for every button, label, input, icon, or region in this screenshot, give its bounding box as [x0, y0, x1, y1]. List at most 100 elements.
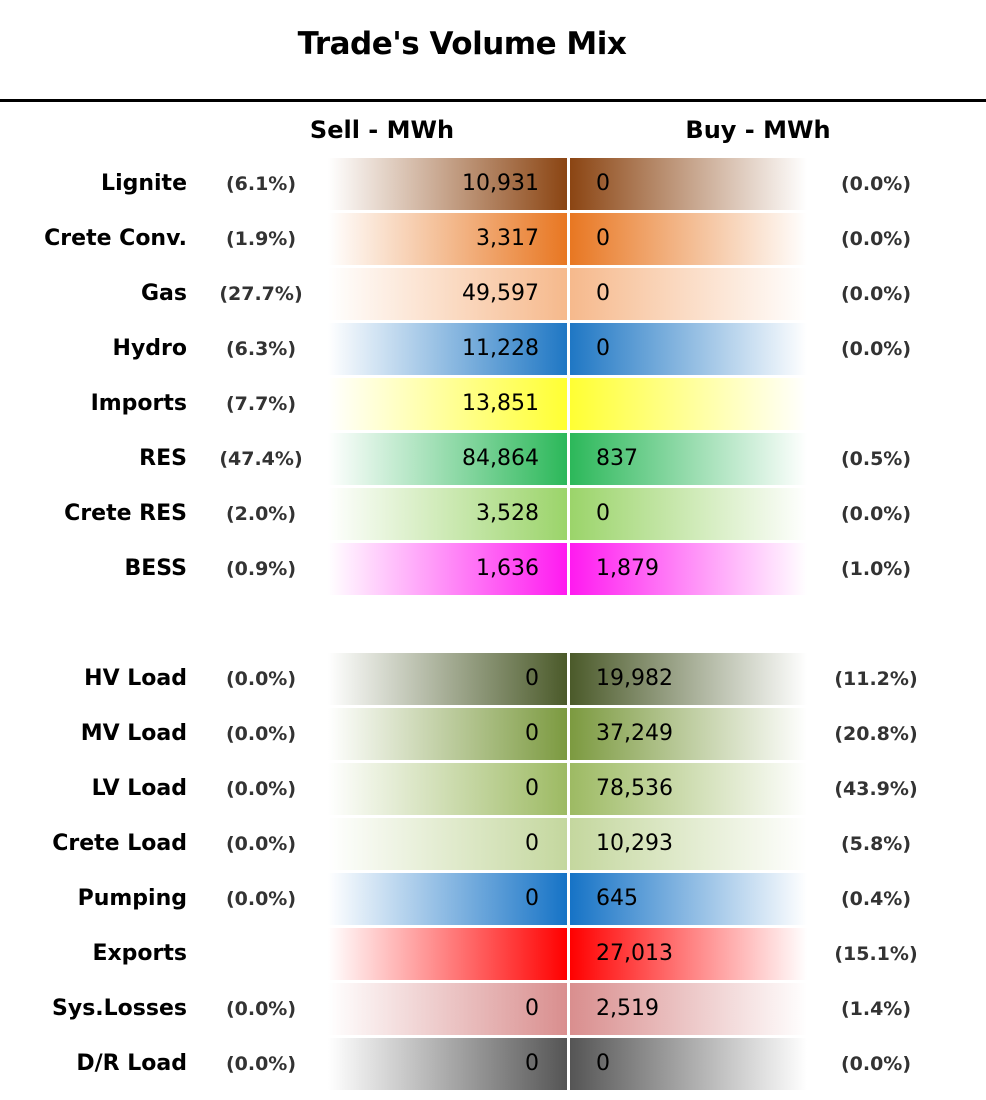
sell-value-hydro: 11,228 — [462, 336, 539, 361]
sell-value-d-r-load: 0 — [525, 1051, 539, 1076]
table-row-sys-losses: Sys.Losses (0.0%) 0 2,519 (1.4%) — [0, 983, 986, 1035]
buy-bar-pumping — [570, 873, 807, 925]
row-label-hydro: Hydro — [112, 336, 187, 361]
sell-bar-lv-load — [328, 763, 567, 815]
buy-bar-sys-losses — [570, 983, 807, 1035]
table-row-res: RES (47.4%) 84,864 837 (0.5%) — [0, 433, 986, 485]
sell-value-crete-conv: 3,317 — [476, 226, 539, 251]
row-label-imports: Imports — [90, 391, 187, 416]
buy-bar-crete-conv — [570, 213, 807, 265]
buy-percent-gas: (0.0%) — [840, 283, 912, 305]
sell-percent-sys-losses: (0.0%) — [225, 998, 297, 1020]
buy-bar-mv-load — [570, 708, 807, 760]
sell-percent-crete-res: (2.0%) — [225, 503, 297, 525]
table-row-crete-load: Crete Load (0.0%) 0 10,293 (5.8%) — [0, 818, 986, 870]
row-label-crete-load: Crete Load — [52, 831, 187, 856]
sell-percent-gas: (27.7%) — [219, 283, 303, 305]
sell-bar-exports — [328, 928, 567, 980]
buy-bar-crete-res — [570, 488, 807, 540]
buy-value-crete-res: 0 — [596, 501, 610, 526]
buy-percent-crete-load: (5.8%) — [840, 833, 912, 855]
sell-bar-sys-losses — [328, 983, 567, 1035]
buy-value-crete-conv: 0 — [596, 226, 610, 251]
row-label-crete-res: Crete RES — [64, 501, 187, 526]
sell-percent-mv-load: (0.0%) — [225, 723, 297, 745]
buy-value-lignite: 0 — [596, 171, 610, 196]
buy-value-res: 837 — [596, 446, 638, 471]
buy-column-header: Buy - MWh — [685, 116, 831, 144]
buy-percent-lv-load: (43.9%) — [834, 778, 918, 800]
sell-value-crete-res: 3,528 — [476, 501, 539, 526]
table-row-hydro: Hydro (6.3%) 11,228 0 (0.0%) — [0, 323, 986, 375]
sell-bar-hydro — [328, 323, 567, 375]
row-label-exports: Exports — [92, 941, 187, 966]
row-label-d-r-load: D/R Load — [76, 1051, 187, 1076]
row-label-crete-conv: Crete Conv. — [44, 226, 187, 251]
buy-value-d-r-load: 0 — [596, 1051, 610, 1076]
buy-bar-exports — [570, 928, 807, 980]
sell-percent-res: (47.4%) — [219, 448, 303, 470]
sell-bar-mv-load — [328, 708, 567, 760]
sell-bar-crete-conv — [328, 213, 567, 265]
row-label-mv-load: MV Load — [80, 721, 187, 746]
table-row-imports: Imports (7.7%) 13,851 — [0, 378, 986, 430]
buy-percent-res: (0.5%) — [840, 448, 912, 470]
buy-percent-hv-load: (11.2%) — [834, 668, 918, 690]
row-label-pumping: Pumping — [77, 886, 187, 911]
table-row-lignite: Lignite (6.1%) 10,931 0 (0.0%) — [0, 158, 986, 210]
sell-percent-crete-conv: (1.9%) — [225, 228, 297, 250]
buy-value-mv-load: 37,249 — [596, 721, 673, 746]
buy-bar-hv-load — [570, 653, 807, 705]
sell-percent-lv-load: (0.0%) — [225, 778, 297, 800]
row-label-bess: BESS — [124, 556, 188, 581]
sell-bar-crete-res — [328, 488, 567, 540]
table-row-crete-res: Crete RES (2.0%) 3,528 0 (0.0%) — [0, 488, 986, 540]
row-label-gas: Gas — [141, 281, 187, 306]
chart-title: Trade's Volume Mix — [297, 26, 627, 62]
buy-bar-imports — [570, 378, 807, 430]
sell-percent-exports — [214, 928, 308, 980]
buy-percent-crete-conv: (0.0%) — [840, 228, 912, 250]
sell-percent-d-r-load: (0.0%) — [225, 1053, 297, 1075]
table-row-crete-conv: Crete Conv. (1.9%) 3,317 0 (0.0%) — [0, 213, 986, 265]
sell-value-lignite: 10,931 — [462, 171, 539, 196]
table-row-bess: BESS (0.9%) 1,636 1,879 (1.0%) — [0, 543, 986, 595]
table-row-gas: Gas (27.7%) 49,597 0 (0.0%) — [0, 268, 986, 320]
sell-bar-crete-load — [328, 818, 567, 870]
row-label-res: RES — [139, 446, 187, 471]
buy-bar-d-r-load — [570, 1038, 807, 1090]
buy-value-bess: 1,879 — [596, 556, 659, 581]
buy-percent-pumping: (0.4%) — [840, 888, 912, 910]
buy-value-lv-load: 78,536 — [596, 776, 673, 801]
buy-bar-lv-load — [570, 763, 807, 815]
buy-percent-bess: (1.0%) — [840, 558, 912, 580]
sell-percent-bess: (0.9%) — [225, 558, 297, 580]
buy-percent-crete-res: (0.0%) — [840, 503, 912, 525]
sell-percent-hydro: (6.3%) — [225, 338, 297, 360]
sell-value-gas: 49,597 — [462, 281, 539, 306]
title-divider — [0, 99, 986, 102]
sell-value-pumping: 0 — [525, 886, 539, 911]
buy-value-exports: 27,013 — [596, 941, 673, 966]
sell-value-lv-load: 0 — [525, 776, 539, 801]
sell-percent-pumping: (0.0%) — [225, 888, 297, 910]
sell-percent-imports: (7.7%) — [225, 393, 297, 415]
buy-value-sys-losses: 2,519 — [596, 996, 659, 1021]
buy-value-gas: 0 — [596, 281, 610, 306]
buy-value-imports — [596, 378, 796, 430]
row-label-sys-losses: Sys.Losses — [52, 996, 187, 1021]
sell-value-mv-load: 0 — [525, 721, 539, 746]
sell-bar-hv-load — [328, 653, 567, 705]
buy-percent-hydro: (0.0%) — [840, 338, 912, 360]
sell-column-header: Sell - MWh — [309, 116, 455, 144]
sell-value-crete-load: 0 — [525, 831, 539, 856]
buy-percent-mv-load: (20.8%) — [834, 723, 918, 745]
table-row-exports: Exports 27,013 (15.1%) — [0, 928, 986, 980]
sell-bar-res — [328, 433, 567, 485]
buy-value-pumping: 645 — [596, 886, 638, 911]
sell-percent-crete-load: (0.0%) — [225, 833, 297, 855]
table-row-hv-load: HV Load (0.0%) 0 19,982 (11.2%) — [0, 653, 986, 705]
sell-bar-d-r-load — [328, 1038, 567, 1090]
sell-bar-gas — [328, 268, 567, 320]
buy-percent-exports: (15.1%) — [834, 943, 918, 965]
